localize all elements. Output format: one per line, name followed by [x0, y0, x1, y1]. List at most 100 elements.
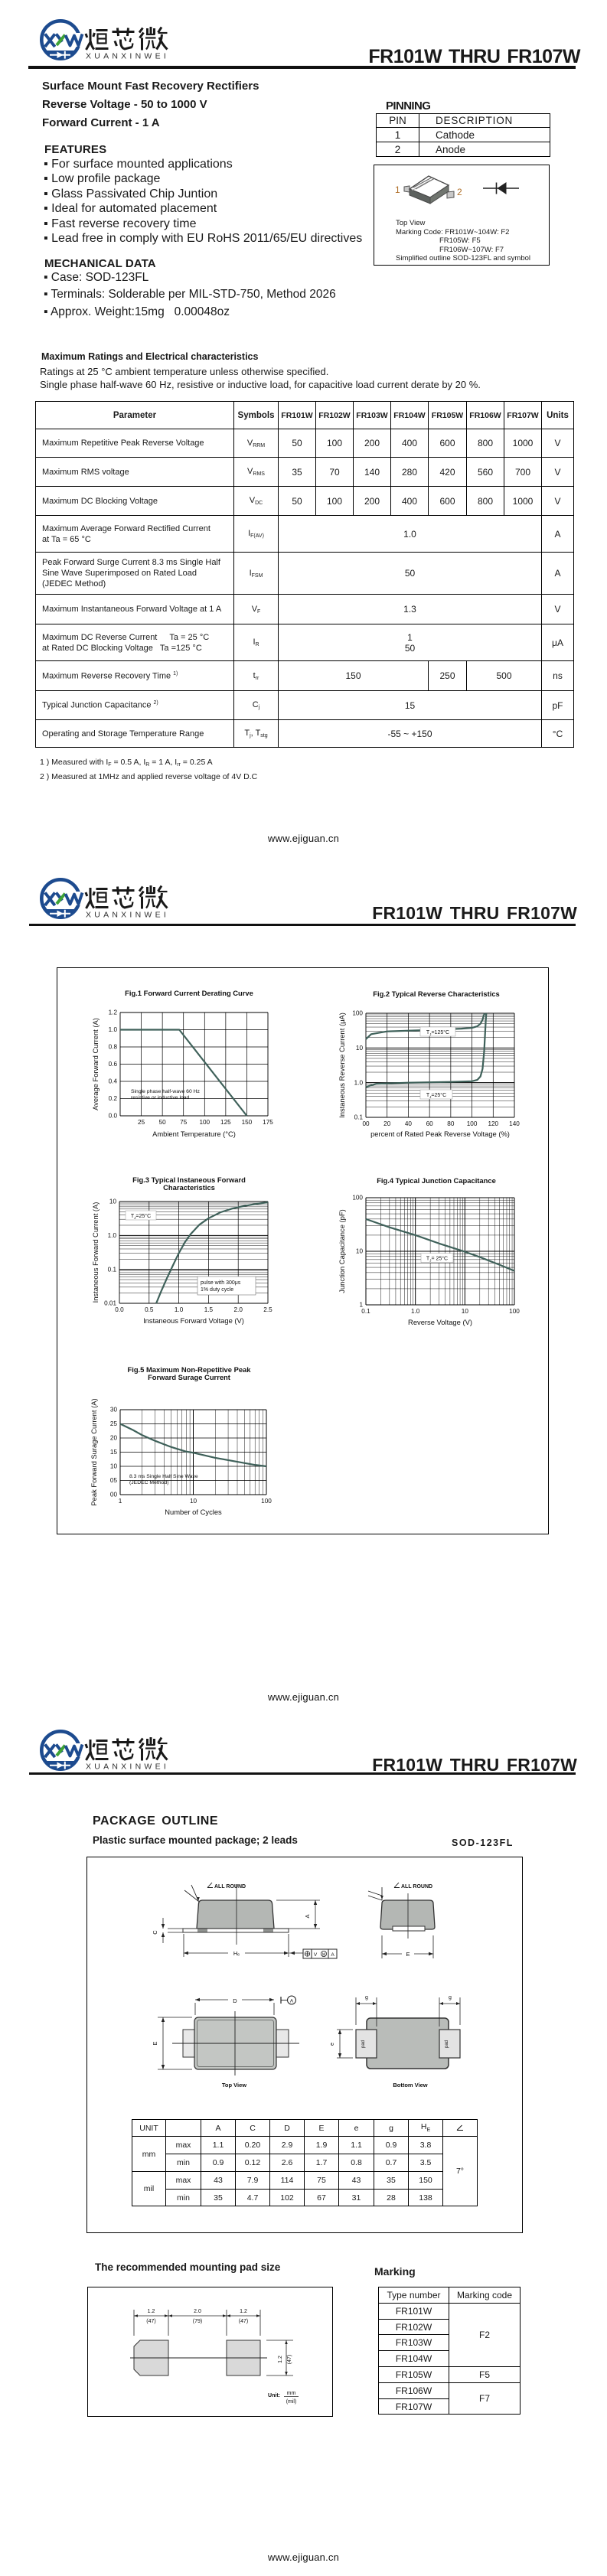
svg-text:1.0: 1.0: [109, 1026, 118, 1033]
svg-text:20: 20: [110, 1435, 118, 1442]
svg-text:1.5: 1.5: [204, 1306, 214, 1313]
svg-text:0.4: 0.4: [109, 1078, 118, 1085]
svg-text:percent of Rated Peak Reverse: percent of Rated Peak Reverse Voltage (%…: [370, 1130, 510, 1138]
svg-text:2.5: 2.5: [263, 1306, 272, 1313]
svg-text:TJ=25°C: TJ=25°C: [131, 1213, 151, 1220]
svg-text:g: g: [365, 1995, 368, 2000]
svg-text:1.0: 1.0: [108, 1232, 117, 1239]
svg-text:Fig.3 Typical Instaneous Forw: Fig.3 Typical Instaneous Forward: [132, 1176, 246, 1184]
svg-text:0.1: 0.1: [108, 1266, 117, 1273]
svg-text:00: 00: [110, 1492, 118, 1498]
svg-text:D: D: [233, 1997, 237, 2004]
svg-text:Fig.4 Typical Junction Capaci: Fig.4 Typical Junction Capacitance: [377, 1176, 496, 1185]
svg-text:(JEDEC Method): (JEDEC Method): [129, 1480, 168, 1485]
svg-text:0.01: 0.01: [104, 1300, 116, 1307]
svg-text:0.1: 0.1: [361, 1308, 370, 1315]
svg-text:100: 100: [261, 1498, 272, 1505]
svg-text:TJ=25°C: TJ=25°C: [426, 1092, 446, 1099]
svg-text:1% duty cycle: 1% duty cycle: [201, 1287, 233, 1293]
svg-text:Number of Cycles: Number of Cycles: [165, 1508, 222, 1516]
svg-text:e: e: [330, 2043, 335, 2046]
svg-text:Unit:: Unit:: [268, 2393, 280, 2398]
svg-text:40: 40: [405, 1120, 413, 1127]
svg-text:10: 10: [109, 1198, 117, 1205]
svg-text:Characteristics: Characteristics: [163, 1183, 215, 1192]
svg-text:mm: mm: [287, 2391, 296, 2396]
svg-text:0.8: 0.8: [109, 1044, 118, 1051]
svg-text:pulse with 300μs: pulse with 300μs: [201, 1280, 241, 1286]
svg-text:Instaneous Forward Voltage (V): Instaneous Forward Voltage (V): [143, 1316, 244, 1325]
svg-text:50: 50: [159, 1119, 167, 1126]
svg-text:125: 125: [220, 1119, 231, 1126]
svg-text:E: E: [406, 1951, 410, 1958]
svg-text:Hₑ: Hₑ: [233, 1950, 240, 1957]
svg-text:10: 10: [356, 1248, 364, 1255]
svg-text:(47): (47): [287, 2355, 292, 2364]
svg-text:25: 25: [110, 1420, 118, 1427]
svg-text:V: V: [314, 1952, 318, 1958]
svg-text:1.0: 1.0: [175, 1306, 184, 1313]
svg-text:10: 10: [190, 1498, 197, 1505]
svg-text:1: 1: [119, 1498, 122, 1505]
svg-text:Fig.1 Forward Current Deratin: Fig.1 Forward Current Derating Curve: [125, 989, 253, 997]
svg-text:120: 120: [488, 1120, 498, 1127]
svg-text:(79): (79): [193, 2319, 202, 2324]
svg-text:100: 100: [509, 1308, 520, 1315]
svg-text:M: M: [322, 1952, 325, 1957]
svg-text:0.5: 0.5: [145, 1306, 154, 1313]
svg-text:TJ=125°C: TJ=125°C: [426, 1029, 449, 1036]
svg-text:100: 100: [467, 1120, 478, 1127]
svg-text:C: C: [152, 1930, 158, 1935]
svg-text:1.0: 1.0: [354, 1079, 364, 1086]
svg-text:(mil): (mil): [286, 2399, 297, 2405]
svg-text:1.2: 1.2: [278, 2356, 283, 2363]
svg-text:Single phase half-wave 60 Hz: Single phase half-wave 60 Hz: [131, 1089, 201, 1094]
svg-text:15: 15: [110, 1449, 118, 1456]
svg-text:Forward Surage Current: Forward Surage Current: [148, 1373, 230, 1381]
svg-text:0.0: 0.0: [115, 1306, 124, 1313]
svg-text:Average Forward Current (A): Average Forward Current (A): [93, 1018, 100, 1110]
svg-text:Peak Forward Surage Current (A: Peak Forward Surage Current (A): [91, 1398, 98, 1505]
svg-text:pad: pad: [445, 2040, 449, 2048]
svg-text:Top View: Top View: [222, 2082, 246, 2089]
svg-text:g: g: [449, 1995, 452, 2000]
svg-text:TJ= 25°C: TJ= 25°C: [426, 1256, 448, 1263]
svg-text:100: 100: [199, 1119, 210, 1126]
svg-text:30: 30: [110, 1407, 118, 1414]
svg-text:2.0: 2.0: [234, 1306, 243, 1313]
svg-text:Instaneous Reverse Current (μA: Instaneous Reverse Current (μA): [339, 1012, 346, 1118]
svg-text:100: 100: [352, 1010, 363, 1017]
svg-text:1.2: 1.2: [109, 1009, 118, 1016]
svg-text:pad: pad: [361, 2040, 366, 2048]
svg-text:Reverse Voltage (V): Reverse Voltage (V): [408, 1318, 472, 1326]
svg-text:10: 10: [356, 1045, 364, 1052]
svg-text:0.0: 0.0: [109, 1113, 118, 1120]
svg-text:100: 100: [352, 1195, 363, 1202]
svg-text:8.3 ms Single Half Sine Wave: 8.3 ms Single Half Sine Wave: [129, 1474, 198, 1479]
svg-text:resistive or inductive load: resistive or inductive load: [131, 1095, 190, 1101]
svg-text:Fig.2 Typical Reverse Charact: Fig.2 Typical Reverse Characteristics: [373, 990, 500, 998]
svg-text:E: E: [152, 2041, 158, 2045]
svg-text:0.2: 0.2: [109, 1095, 118, 1102]
svg-text:A: A: [304, 1914, 311, 1918]
svg-text:80: 80: [447, 1120, 455, 1127]
svg-text:0.6: 0.6: [109, 1061, 118, 1068]
svg-text:Junction Capacitance (pF): Junction Capacitance (pF): [339, 1209, 346, 1293]
svg-text:20: 20: [383, 1120, 391, 1127]
svg-text:1.2: 1.2: [240, 2309, 247, 2314]
svg-text:1: 1: [359, 1302, 363, 1309]
svg-text:(47): (47): [239, 2319, 248, 2324]
svg-text:05: 05: [110, 1477, 118, 1484]
svg-text:175: 175: [263, 1119, 273, 1126]
svg-text:75: 75: [180, 1119, 188, 1126]
svg-text:ALL ROUND: ALL ROUND: [214, 1884, 246, 1890]
svg-text:10: 10: [462, 1308, 469, 1315]
svg-text:60: 60: [426, 1120, 434, 1127]
svg-text:ALL ROUND: ALL ROUND: [401, 1884, 432, 1890]
svg-text:00: 00: [362, 1120, 370, 1127]
svg-text:25: 25: [138, 1119, 145, 1126]
svg-text:A: A: [290, 1998, 294, 2004]
svg-text:1.2: 1.2: [148, 2309, 155, 2314]
svg-text:(47): (47): [146, 2319, 155, 2324]
svg-text:A: A: [331, 1952, 335, 1958]
